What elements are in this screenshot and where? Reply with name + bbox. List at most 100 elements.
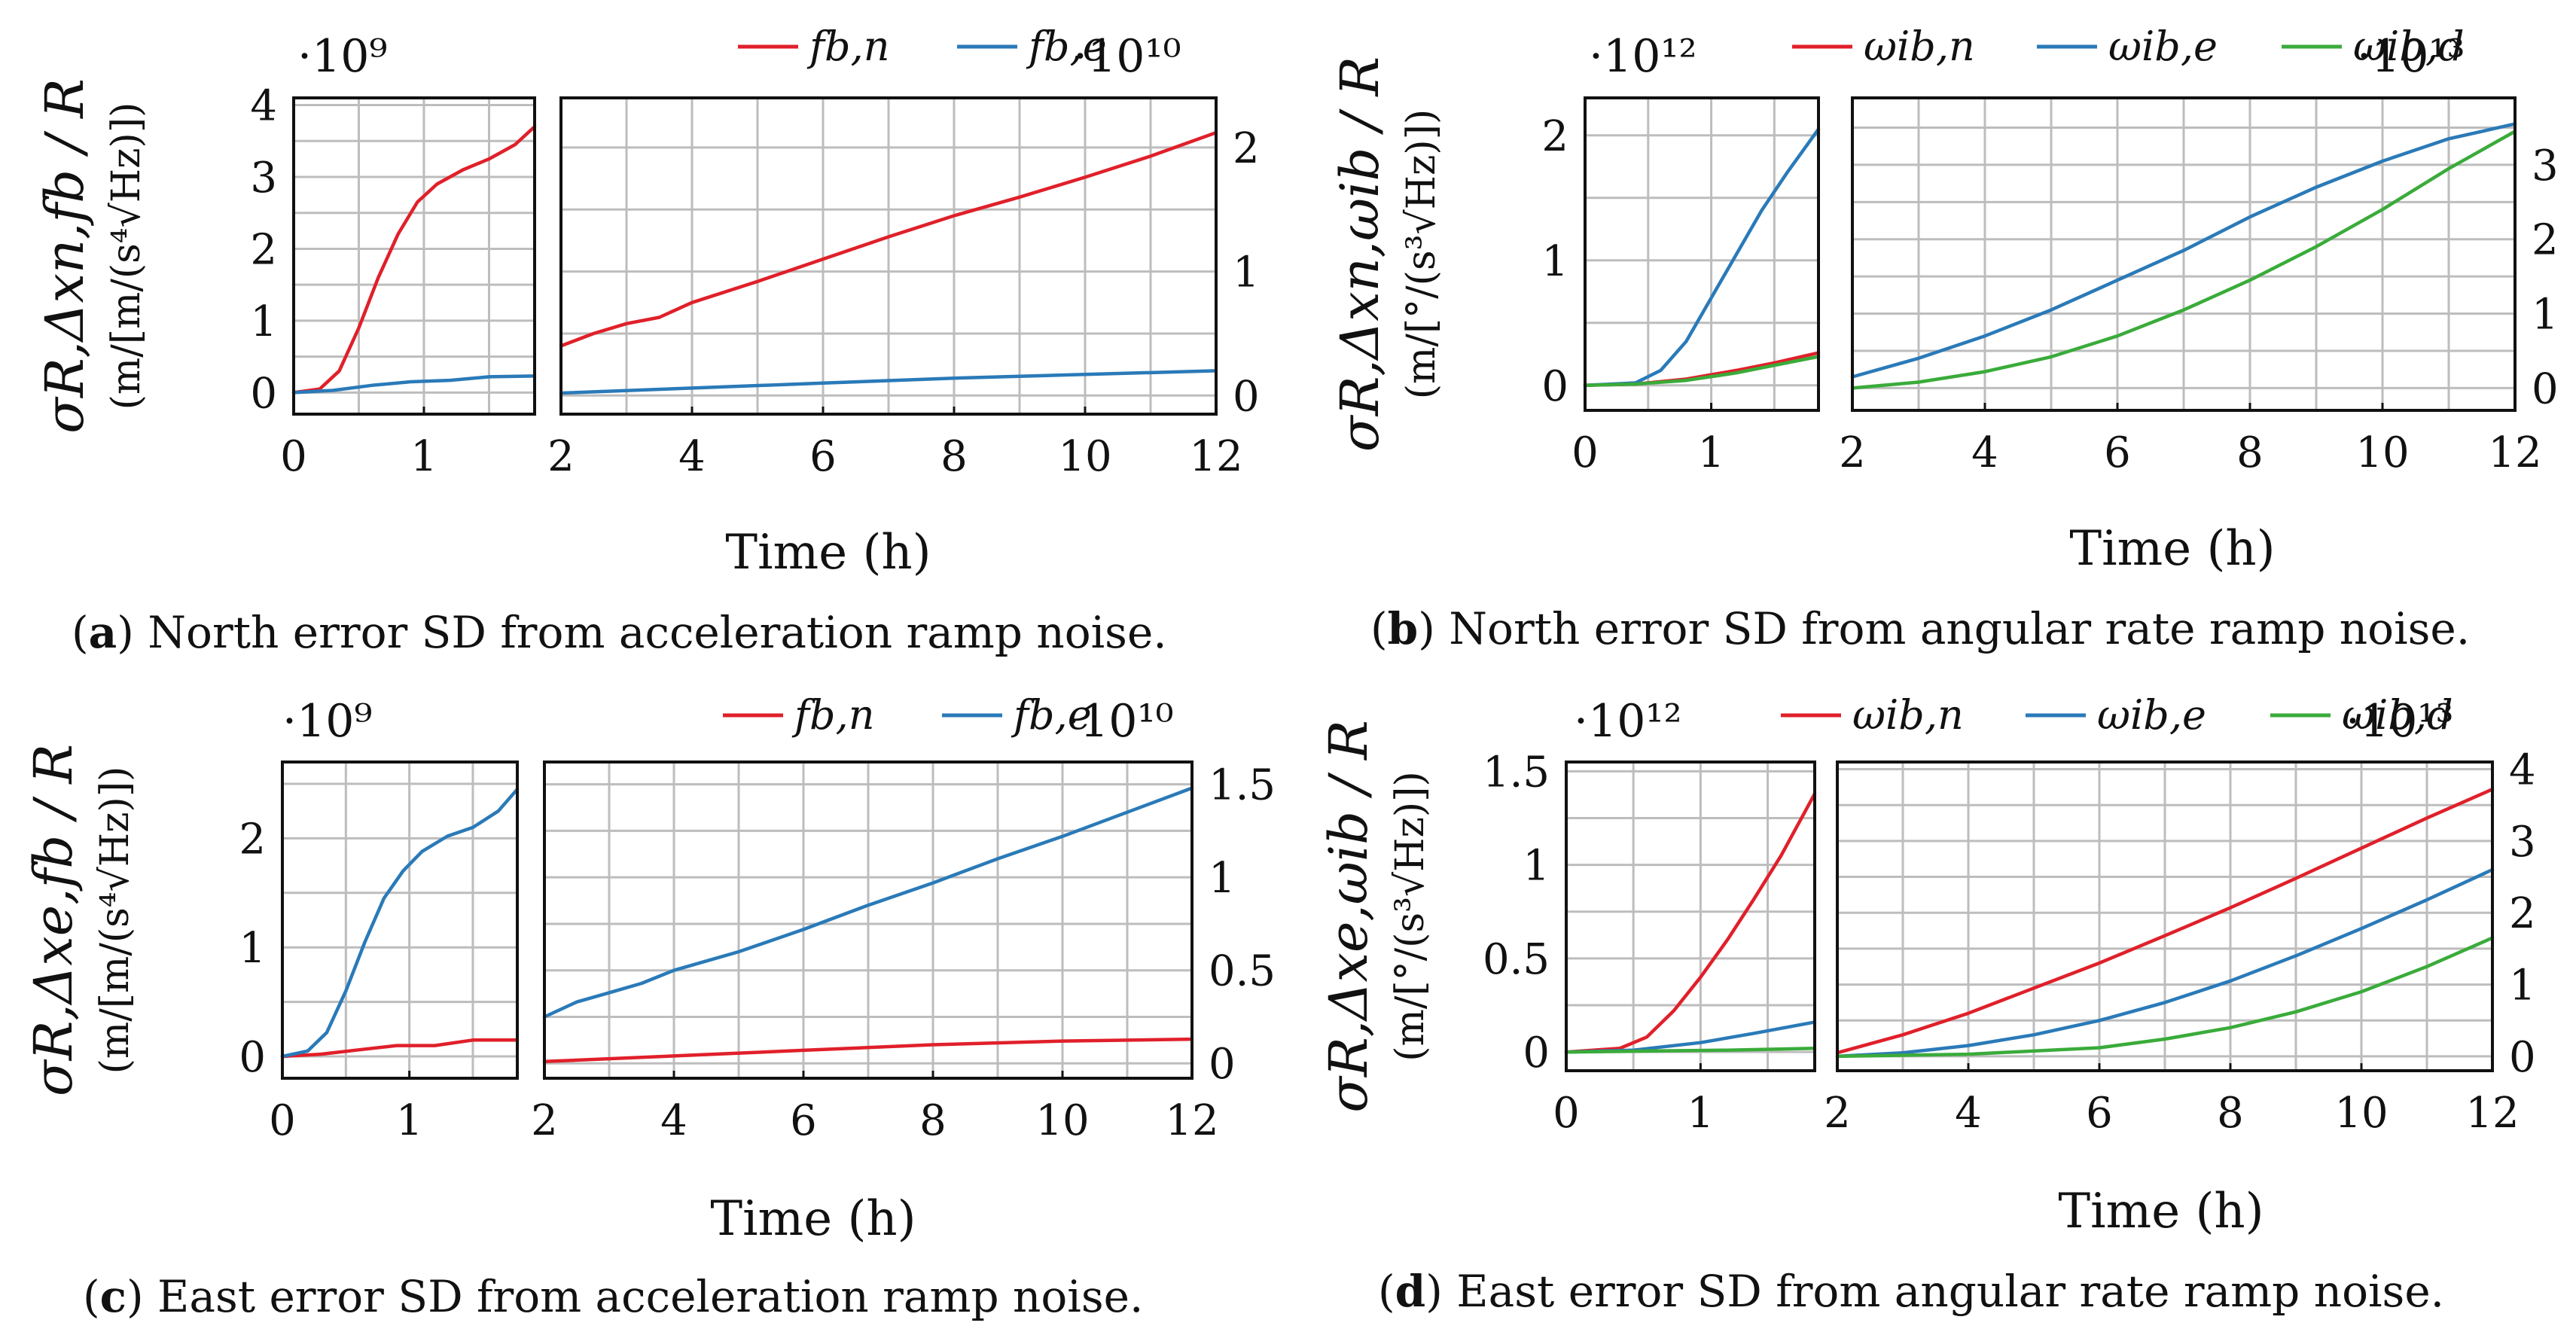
y-axis-unit: (m/[m/(s⁴√Hz)]) [104, 102, 149, 410]
y-tick-label: 0 [239, 1033, 266, 1082]
x-tick-label: 10 [2334, 1089, 2388, 1138]
y-tick-label: 1 [239, 924, 266, 973]
y-tick-label: 1 [1209, 854, 1236, 903]
series-line-green [1835, 936, 2495, 1059]
y-axis-unit: (m/[°/(s³√Hz)]) [1388, 771, 1433, 1061]
series-line-green [1564, 1046, 1817, 1054]
caption-text: North error SD from acceleration ramp no… [134, 607, 1167, 658]
figure-caption: (a) North error SD from acceleration ram… [72, 607, 1167, 658]
x-tick-label: 8 [919, 1096, 947, 1145]
caption-text: North error SD from angular rate ramp no… [1435, 603, 2470, 654]
series-line-blue [1850, 122, 2517, 379]
x-tick-label: 10 [1058, 432, 1111, 481]
x-tick-label: 0 [269, 1096, 296, 1145]
y-tick-label: 2 [1541, 112, 1568, 161]
legend-label: fb,e [1011, 691, 1092, 739]
x-tick-label: 8 [940, 432, 968, 481]
y-tick-label: 0 [2509, 1033, 2536, 1082]
legend-label: ωib,d [2353, 23, 2465, 70]
y-tick-label: 0 [1523, 1029, 1550, 1077]
y-tick-label: 3 [2532, 142, 2559, 190]
series-line-red [542, 1037, 1194, 1064]
left-multiplier: ·10¹² [1589, 30, 1697, 83]
x-axis-label: Time (h) [725, 525, 931, 581]
left_panel: 0 1 0 0.5 1 1.5 [1483, 748, 1817, 1138]
x-tick-label: 4 [660, 1096, 687, 1145]
x-tick-label: 12 [2488, 428, 2541, 477]
series-line-red [559, 130, 1218, 348]
right-multiplier: ·10¹³ [2346, 695, 2454, 748]
caption-letter: d [1395, 1266, 1426, 1317]
axes-frame [281, 760, 519, 1080]
legend-label: ωib,n [1852, 691, 1964, 739]
x-tick-label: 0 [1572, 428, 1599, 477]
y-axis-label: σR,Δxe,ωib / R [1318, 720, 1379, 1113]
y-tick-label: 1 [1233, 248, 1260, 297]
left-multiplier: ·10⁹ [282, 695, 372, 748]
axes-frame [543, 760, 1193, 1080]
y-tick-label: 0 [1541, 362, 1568, 411]
series-line-green [1850, 130, 2517, 390]
y-tick-label: 2 [250, 225, 277, 274]
x-tick-label: 6 [790, 1096, 817, 1145]
series-line-blue [559, 369, 1218, 395]
series-line-blue [542, 786, 1194, 1019]
series-line-blue [1835, 867, 2495, 1059]
x-tick-label: 1 [1698, 428, 1725, 477]
y-tick-label: 3 [2509, 818, 2536, 867]
x-tick-label: 0 [280, 432, 307, 481]
y-tick-label: 1 [250, 297, 277, 346]
y-tick-label: 1 [2509, 962, 2536, 1010]
legend-label: fb,e [1026, 23, 1107, 70]
right_panel: 2 4 6 8 10 12 0 0.5 1 1.5 [531, 760, 1276, 1145]
x-tick-label: 1 [396, 1096, 423, 1145]
legend-label: ωib,e [2097, 691, 2206, 739]
left-multiplier: ·10⁹ [297, 30, 387, 83]
left-multiplier: ·10¹² [1574, 695, 1682, 748]
right-multiplier: ·10¹³ [2357, 30, 2465, 83]
y-tick-label: 2 [239, 815, 266, 864]
x-axis-label: Time (h) [2069, 521, 2275, 577]
x-tick-label: 1 [410, 432, 437, 481]
axes-frame [559, 96, 1218, 416]
x-tick-label: 10 [2355, 428, 2409, 477]
right-multiplier: ·10¹⁰ [1073, 30, 1181, 83]
y-tick-label: 0 [2532, 364, 2559, 413]
y-tick-label: 0 [250, 369, 277, 418]
legend-label: ωib,e [2108, 23, 2218, 70]
y-tick-label: 0 [1209, 1040, 1236, 1089]
series-line-blue [291, 374, 537, 395]
x-tick-label: 10 [1035, 1096, 1089, 1145]
y-axis-unit: (m/[m/(s⁴√Hz)]) [93, 767, 138, 1074]
y-axis-label: σR,Δxn,ωib / R [1329, 56, 1391, 452]
x-tick-label: 6 [809, 432, 837, 481]
axes-frame [1836, 760, 2494, 1072]
figure-caption: (d) East error SD from angular rate ramp… [1378, 1266, 2444, 1317]
x-tick-label: 8 [2217, 1089, 2244, 1138]
x-tick-label: 2 [1824, 1089, 1851, 1138]
series-line-blue [280, 787, 520, 1059]
x-tick-label: 8 [2236, 428, 2264, 477]
x-tick-label: 12 [1165, 1096, 1218, 1145]
left_panel: 0 1 0 1 2 [1541, 96, 1821, 477]
caption-text: East error SD from acceleration ramp noi… [144, 1271, 1144, 1322]
legend-label: fb,n [806, 23, 890, 70]
y-tick-label: 3 [250, 154, 277, 203]
series-line-red [1835, 787, 2495, 1055]
y-tick-label: 2 [1233, 124, 1260, 173]
y-axis-label: σR,Δxe,fb / R [23, 744, 84, 1096]
x-axis-label: Time (h) [2058, 1184, 2264, 1239]
caption-letter: b [1388, 603, 1419, 654]
y-tick-label: 0.5 [1483, 935, 1550, 984]
y-axis-unit: (m/[°/(s³√Hz)]) [1399, 109, 1444, 399]
right-multiplier: ·10¹⁰ [1065, 695, 1174, 748]
figure-caption: (b) North error SD from angular rate ram… [1370, 603, 2470, 654]
left_panel: 0 1 0 1 2 3 4 [250, 82, 537, 481]
x-tick-label: 0 [1553, 1089, 1580, 1138]
